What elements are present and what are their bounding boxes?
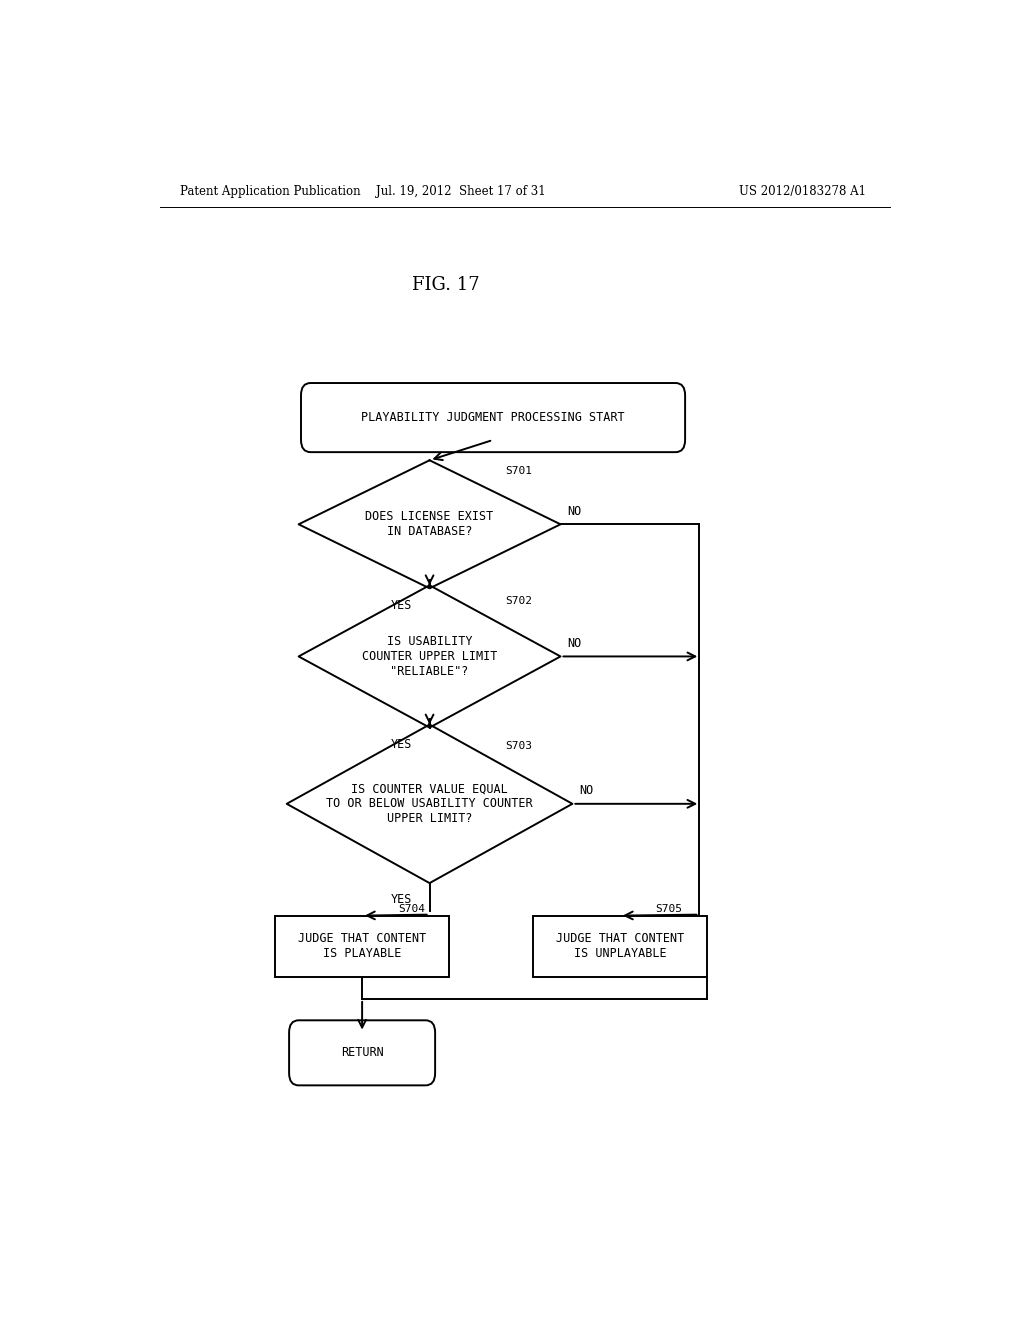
Text: YES: YES [391, 598, 413, 611]
Text: S702: S702 [505, 595, 531, 606]
Text: S705: S705 [655, 903, 683, 913]
Text: NO: NO [567, 636, 581, 649]
Text: S704: S704 [397, 903, 425, 913]
Text: NO: NO [567, 504, 581, 517]
Text: US 2012/0183278 A1: US 2012/0183278 A1 [739, 185, 866, 198]
Text: RETURN: RETURN [341, 1047, 383, 1060]
Text: Patent Application Publication: Patent Application Publication [179, 185, 360, 198]
Text: PLAYABILITY JUDGMENT PROCESSING START: PLAYABILITY JUDGMENT PROCESSING START [361, 411, 625, 424]
Text: JUDGE THAT CONTENT
IS UNPLAYABLE: JUDGE THAT CONTENT IS UNPLAYABLE [556, 932, 684, 960]
FancyBboxPatch shape [301, 383, 685, 453]
Text: FIG. 17: FIG. 17 [412, 276, 479, 294]
Bar [532, 916, 708, 977]
Text: IS COUNTER VALUE EQUAL
TO OR BELOW USABILITY COUNTER
UPPER LIMIT?: IS COUNTER VALUE EQUAL TO OR BELOW USABI… [327, 783, 532, 825]
Text: YES: YES [391, 738, 413, 751]
Text: YES: YES [391, 894, 413, 907]
FancyBboxPatch shape [289, 1020, 435, 1085]
Text: IS USABILITY
COUNTER UPPER LIMIT
"RELIABLE"?: IS USABILITY COUNTER UPPER LIMIT "RELIAB… [361, 635, 498, 678]
Text: DOES LICENSE EXIST
IN DATABASE?: DOES LICENSE EXIST IN DATABASE? [366, 511, 494, 539]
Text: Jul. 19, 2012  Sheet 17 of 31: Jul. 19, 2012 Sheet 17 of 31 [377, 185, 546, 198]
Text: NO: NO [579, 784, 593, 797]
Text: S703: S703 [505, 741, 531, 751]
Bar [274, 916, 450, 977]
Text: S701: S701 [505, 466, 531, 477]
Text: JUDGE THAT CONTENT
IS PLAYABLE: JUDGE THAT CONTENT IS PLAYABLE [298, 932, 426, 960]
